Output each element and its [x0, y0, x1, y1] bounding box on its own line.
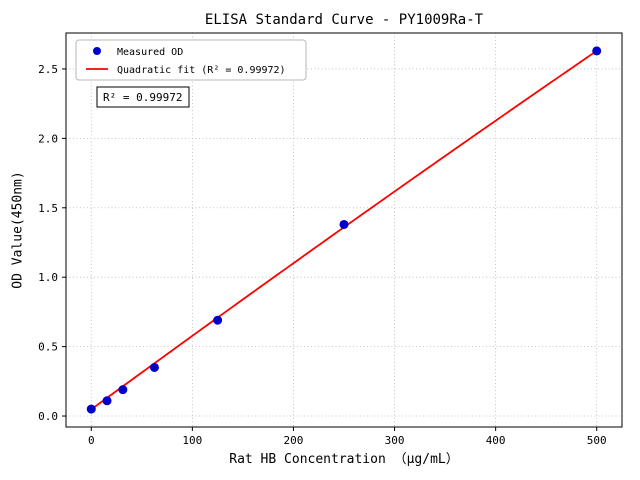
- svg-text:2.0: 2.0: [38, 132, 58, 145]
- data-point: [339, 219, 349, 229]
- y-axis-label: OD Value(450nm): [10, 171, 26, 289]
- legend-marker-measured-od: [93, 47, 101, 55]
- legend-label-quadratic-fit: Quadratic fit (R² = 0.99972): [117, 65, 286, 76]
- legend: Measured OD Quadratic fit (R² = 0.99972): [75, 39, 307, 81]
- grid-lines: [66, 33, 622, 427]
- legend-label-measured-od: Measured OD: [117, 47, 183, 58]
- annotation-text: R² = 0.99972: [103, 91, 182, 104]
- data-point: [102, 396, 112, 406]
- measured-od-points: [86, 46, 602, 414]
- x-axis-label: Rat HB Concentration （μg/mL）: [229, 452, 459, 467]
- svg-text:1.5: 1.5: [38, 202, 58, 215]
- svg-text:0: 0: [88, 434, 95, 447]
- y-axis-ticks: 0.0 0.5 1.0 1.5 2.0 2.5: [38, 63, 66, 423]
- svg-text:2.5: 2.5: [38, 63, 58, 76]
- svg-text:300: 300: [385, 434, 405, 447]
- svg-text:100: 100: [182, 434, 202, 447]
- data-point: [86, 404, 96, 414]
- data-point: [149, 362, 159, 372]
- chart-title: ELISA Standard Curve - PY1009Ra-T: [204, 12, 484, 28]
- legend-box: [75, 39, 307, 81]
- data-point: [592, 46, 602, 56]
- svg-text:500: 500: [587, 434, 607, 447]
- annotation-box: [96, 86, 190, 108]
- svg-text:200: 200: [284, 434, 304, 447]
- plot-border: [65, 32, 623, 428]
- data-point: [118, 385, 128, 395]
- svg-text:0.0: 0.0: [38, 410, 58, 423]
- svg-text:400: 400: [486, 434, 506, 447]
- r-squared-annotation: R² = 0.99972: [96, 86, 190, 108]
- svg-text:1.0: 1.0: [38, 271, 58, 284]
- data-point: [213, 315, 223, 325]
- x-axis-ticks: 0 100 200 300 400 500: [88, 427, 607, 447]
- svg-text:0.5: 0.5: [38, 341, 58, 354]
